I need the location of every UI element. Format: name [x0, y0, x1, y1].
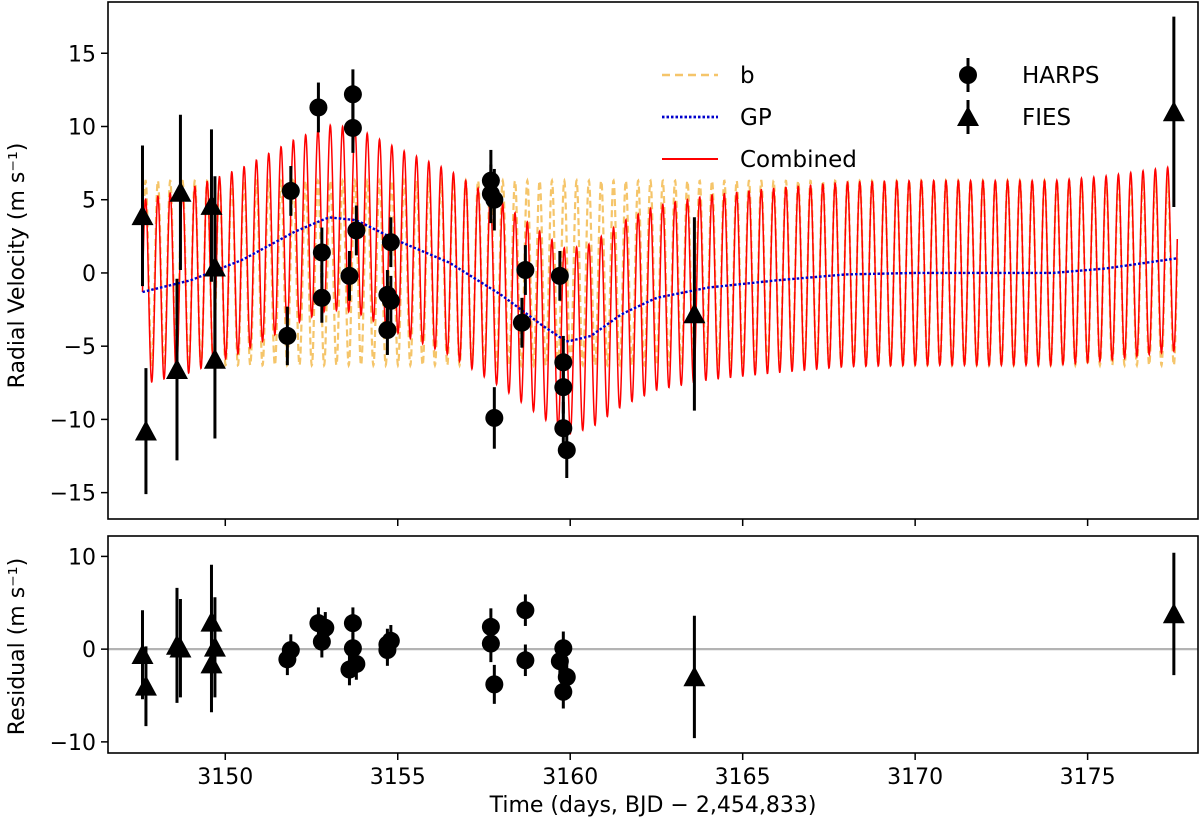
- legend: b GP Combined HARPS FIES: [662, 58, 1099, 173]
- rv-plot-frame: [107, 1, 1199, 520]
- series-harps-points: [278, 69, 576, 478]
- data-point-harps: [378, 321, 397, 340]
- data-point-harps: [485, 675, 504, 694]
- data-point-harps: [516, 261, 535, 280]
- legend-label-fies: FIES: [1022, 105, 1071, 131]
- data-point-fies: [134, 420, 157, 441]
- y-tick-label: −10: [50, 408, 96, 433]
- data-point-fies: [200, 611, 223, 632]
- x-tick-label: 3165: [715, 765, 771, 790]
- x-tick-label: 3160: [542, 765, 598, 790]
- legend-label-harps: HARPS: [1022, 63, 1099, 89]
- y-tick-label: 0: [82, 638, 96, 663]
- data-point-harps: [554, 639, 573, 658]
- series-harps-points: [278, 594, 576, 709]
- y-axis-label: Residual (m s⁻¹): [5, 558, 30, 735]
- data-point-harps: [554, 378, 573, 397]
- y-tick-label: 0: [82, 262, 96, 287]
- data-point-harps: [381, 233, 400, 252]
- data-point-harps: [512, 313, 531, 332]
- data-point-harps: [554, 419, 573, 438]
- legend-swatch-fies: [957, 106, 979, 126]
- data-point-harps: [343, 118, 362, 137]
- series-combined-line: [141, 123, 1179, 436]
- data-point-fies: [134, 675, 157, 696]
- data-point-harps: [516, 601, 535, 620]
- y-axis-label: Radial Velocity (m s⁻¹): [5, 143, 30, 389]
- data-point-harps: [516, 651, 535, 670]
- data-point-harps: [550, 266, 569, 285]
- data-point-fies: [169, 637, 192, 658]
- legend-label-gp: GP: [740, 105, 772, 131]
- data-point-fies: [683, 665, 706, 687]
- data-point-fies: [1162, 602, 1185, 624]
- y-tick-label: −5: [64, 335, 96, 360]
- data-point-harps: [312, 288, 331, 307]
- data-point-harps: [485, 190, 504, 209]
- data-point-harps: [347, 654, 366, 673]
- data-point-harps: [481, 634, 500, 653]
- data-point-harps: [557, 667, 576, 686]
- data-point-harps: [316, 618, 335, 637]
- x-axis-label: Time (days, BJD − 2,454,833): [489, 793, 817, 818]
- data-point-fies: [203, 636, 226, 657]
- data-point-harps: [554, 682, 573, 701]
- series-gp-line: [142, 216, 1178, 343]
- data-point-harps: [343, 85, 362, 104]
- data-point-harps: [278, 326, 297, 345]
- data-point-harps: [281, 641, 300, 660]
- data-point-harps: [347, 221, 366, 240]
- data-point-harps: [312, 243, 331, 262]
- data-point-fies: [203, 256, 226, 277]
- data-point-fies: [200, 194, 223, 215]
- model-curves: [141, 123, 1179, 436]
- residual-panel: −10 0 10 3150 3155 3160 3165 3170 3175 Time (days…: [5, 535, 1199, 818]
- data-point-fies: [131, 643, 154, 665]
- data-point-harps: [485, 408, 504, 427]
- residual-points: [131, 552, 1185, 739]
- residual-plot-frame: [107, 535, 1199, 754]
- x-tick-label: 3155: [370, 765, 426, 790]
- data-point-harps: [378, 641, 397, 660]
- y-tick-label: 10: [68, 115, 96, 140]
- data-point-harps: [340, 266, 359, 285]
- data-point-fies: [165, 358, 188, 379]
- data-point-harps: [343, 614, 362, 633]
- data-point-fies: [169, 181, 192, 202]
- y-tick-label: 5: [82, 189, 96, 214]
- legend-label-combined: Combined: [740, 147, 857, 173]
- data-point-harps: [557, 441, 576, 460]
- data-point-harps: [281, 181, 300, 200]
- x-tick-label: 3175: [1060, 765, 1116, 790]
- series-fies-points: [131, 552, 1185, 739]
- data-point-fies: [203, 348, 226, 369]
- rv-panel: −15 −10 −5 0 5 10 15 Radial Velocity (m s⁻¹) b GP…: [5, 1, 1199, 526]
- data-point-harps: [381, 291, 400, 310]
- y-tick-label: −15: [50, 482, 96, 507]
- x-tick-label: 3150: [197, 765, 253, 790]
- x-tick-label: 3170: [887, 765, 943, 790]
- data-point-fies: [683, 302, 706, 324]
- data-point-fies: [1162, 100, 1185, 122]
- legend-label-b: b: [740, 63, 755, 89]
- data-point-harps: [309, 98, 328, 117]
- series-fies-points: [131, 16, 1185, 495]
- y-tick-label: −10: [50, 731, 96, 756]
- data-point-harps: [343, 639, 362, 658]
- data-point-fies: [131, 204, 154, 226]
- legend-swatch-harps: [959, 66, 977, 84]
- y-tick-label: 10: [68, 545, 96, 570]
- y-tick-label: 15: [68, 42, 96, 67]
